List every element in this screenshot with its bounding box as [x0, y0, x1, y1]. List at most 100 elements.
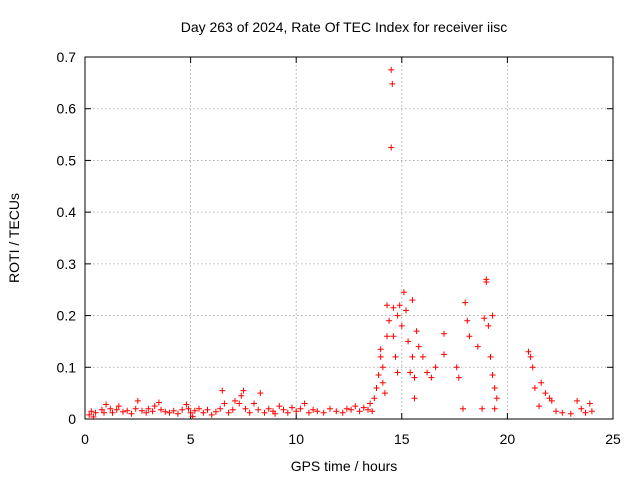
data-point	[424, 369, 431, 376]
data-point	[92, 409, 99, 416]
data-point	[305, 409, 312, 416]
data-point	[588, 408, 595, 415]
data-point	[371, 395, 378, 402]
data-point	[388, 144, 395, 151]
y-tick-label: 0.4	[57, 204, 77, 220]
data-point	[151, 403, 158, 410]
y-tick-label: 0.7	[57, 49, 77, 65]
data-point	[407, 369, 414, 376]
data-point	[284, 409, 291, 416]
data-point	[525, 348, 532, 355]
data-point	[369, 408, 376, 415]
data-point	[384, 333, 390, 340]
data-point	[143, 409, 150, 416]
data-point	[246, 409, 253, 416]
data-point	[229, 406, 236, 413]
x-tick-label: 25	[605, 431, 621, 447]
data-point	[289, 404, 295, 411]
data-point	[166, 409, 173, 416]
data-point	[352, 403, 359, 410]
data-point	[101, 409, 107, 416]
data-point	[196, 405, 202, 412]
data-point	[128, 410, 135, 417]
data-point	[479, 405, 486, 412]
data-point	[333, 408, 340, 415]
x-tick-label: 5	[187, 431, 195, 447]
data-point	[276, 403, 283, 410]
y-tick-label: 0.6	[57, 101, 77, 117]
data-point	[574, 397, 581, 404]
data-point	[409, 297, 416, 304]
data-point	[398, 322, 405, 329]
data-point	[411, 374, 418, 381]
data-point	[236, 400, 243, 407]
x-tick-label: 20	[500, 431, 516, 447]
data-point	[428, 374, 435, 381]
y-axis-label: ROTI / TECUs	[6, 193, 22, 283]
data-point	[462, 299, 469, 306]
data-point	[320, 409, 327, 416]
data-point	[174, 410, 181, 417]
data-point	[120, 408, 126, 415]
data-point	[257, 390, 264, 397]
data-point	[107, 405, 114, 412]
data-point	[390, 333, 397, 340]
data-point	[265, 405, 272, 412]
data-point	[432, 364, 439, 371]
data-point	[170, 407, 177, 414]
data-point	[582, 409, 589, 416]
data-point	[405, 338, 412, 345]
data-point	[481, 315, 488, 322]
data-point	[200, 409, 207, 416]
data-point	[377, 346, 384, 353]
data-point	[487, 353, 494, 360]
data-point	[124, 407, 131, 414]
y-tick-label: 0.5	[57, 152, 77, 168]
plot-frame	[84, 56, 614, 420]
data-point	[225, 409, 232, 416]
data-point	[272, 410, 279, 417]
data-point	[455, 374, 462, 381]
data-point	[586, 400, 593, 407]
data-point	[280, 406, 287, 413]
data-point	[441, 351, 447, 358]
data-point	[185, 405, 192, 412]
chart-title: Day 263 of 2024, Rate Of TEC Index for r…	[181, 19, 508, 35]
data-point	[411, 395, 418, 402]
data-point	[155, 399, 162, 406]
data-point	[242, 405, 249, 412]
data-point	[221, 400, 228, 407]
data-point	[310, 406, 317, 413]
data-point	[489, 312, 496, 319]
data-point	[474, 343, 481, 350]
data-point	[158, 406, 164, 413]
data-point	[187, 409, 194, 416]
data-point	[409, 353, 416, 360]
data-point	[491, 405, 498, 412]
data-point	[367, 400, 374, 407]
data-point	[388, 66, 395, 73]
x-tick-label: 15	[394, 431, 410, 447]
data-point	[179, 406, 186, 413]
grid-lines	[85, 57, 613, 419]
data-point	[238, 392, 245, 399]
data-point	[559, 409, 566, 416]
x-axis-label: GPS time / hours	[291, 458, 398, 474]
data-point	[297, 405, 304, 412]
data-point	[134, 397, 141, 404]
data-point	[491, 385, 498, 391]
data-point	[453, 364, 460, 371]
y-tick-label: 0.2	[57, 308, 77, 324]
data-point	[464, 317, 471, 324]
data-point	[356, 408, 363, 415]
data-point	[403, 307, 409, 314]
data-point	[149, 408, 156, 415]
data-point	[375, 372, 382, 378]
x-tick-label: 0	[81, 431, 89, 447]
data-point	[103, 401, 110, 408]
y-tick-label: 0.1	[57, 359, 77, 375]
data-point	[343, 405, 350, 412]
data-point	[392, 353, 399, 360]
data-point	[384, 302, 390, 309]
data-point	[538, 379, 545, 386]
